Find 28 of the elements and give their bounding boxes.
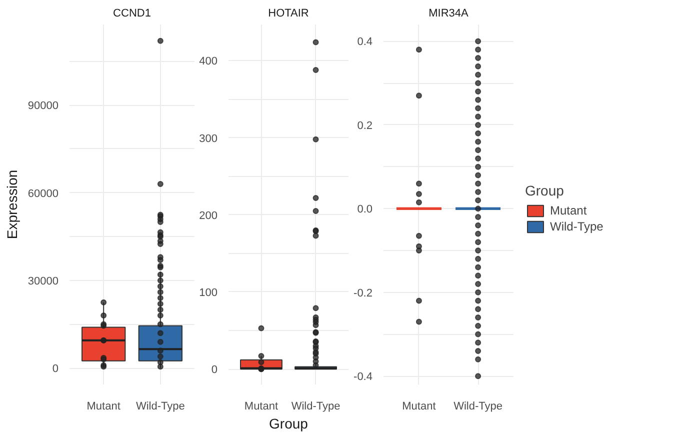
y-axis-title: Expression (4, 170, 20, 240)
chart-title: HOTAIR (268, 8, 309, 20)
chart-title: CCND1 (113, 8, 151, 20)
y-tick-label: 0.4 (357, 36, 373, 48)
y-tick-label: 0 (52, 363, 59, 376)
x-tick-label: Wild-Type (136, 400, 185, 412)
y-tick-label: 300 (199, 132, 218, 145)
x-tick-label: Wild-Type (291, 400, 340, 412)
y-tick-label: 200 (199, 210, 218, 222)
y-tick-label: 30000 (28, 275, 59, 288)
y-tick-label: 0.2 (357, 120, 373, 132)
y-tick-label: -0.4 (354, 371, 373, 384)
x-tick-label: Mutant (86, 400, 120, 412)
legend-label: Wild-Type (550, 219, 604, 233)
y-tick-label: 100 (199, 286, 218, 299)
legend-label: Mutant (550, 203, 587, 217)
x-tick-label: Mutant (402, 400, 436, 412)
x-tick-label: Mutant (244, 400, 278, 412)
x-axis-title: Group (269, 416, 308, 432)
y-tick-label: 0.0 (357, 204, 373, 216)
y-tick-label: 90000 (28, 100, 59, 112)
x-tick-label: Wild-Type (454, 400, 503, 412)
y-tick-label: 400 (199, 56, 218, 68)
y-tick-label: 60000 (28, 188, 59, 200)
chart-title: MIR34A (428, 8, 470, 20)
y-tick-label: -0.2 (354, 287, 373, 300)
legend-title: Group (525, 182, 565, 198)
y-tick-label: 0 (211, 364, 218, 376)
